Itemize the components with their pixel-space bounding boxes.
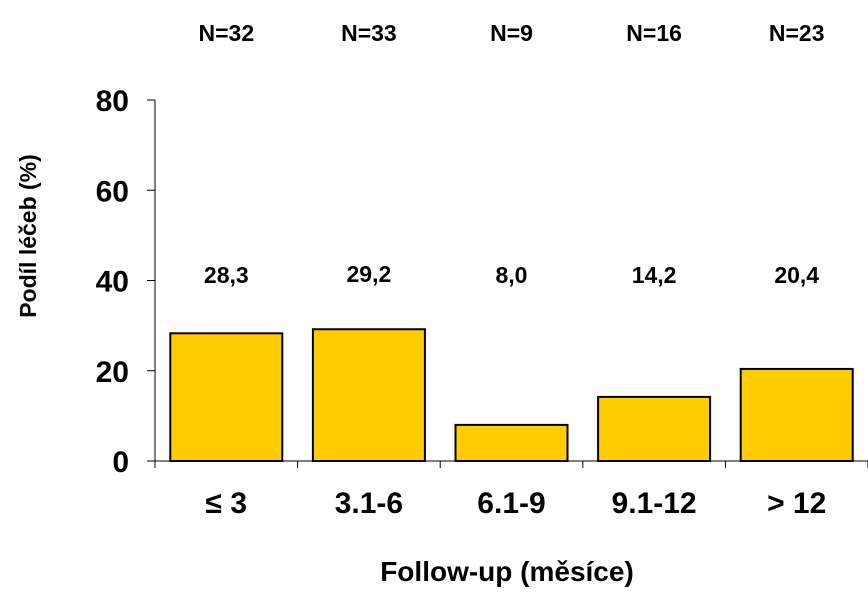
data-label: 20,4 xyxy=(774,262,819,288)
bar xyxy=(311,328,426,462)
sample-size-label: N=32 xyxy=(198,20,254,46)
sample-size-labels: N=32 N=33 N=9 N=16 N=23 xyxy=(198,20,824,46)
y-tick-label: 40 xyxy=(96,266,129,299)
data-label: 8,0 xyxy=(496,262,528,288)
y-tick-label: 0 xyxy=(112,446,129,479)
bar xyxy=(739,367,854,463)
bar xyxy=(597,395,712,462)
x-tick-label: 9.1-12 xyxy=(612,487,697,520)
bar xyxy=(169,332,284,463)
x-tick-label: > 12 xyxy=(767,487,826,520)
y-tick-label: 20 xyxy=(96,356,129,389)
data-label: 14,2 xyxy=(632,262,677,288)
sample-size-label: N=9 xyxy=(490,20,533,46)
x-tick-label: ≤ 3 xyxy=(206,487,247,520)
x-tick-label: 3.1-6 xyxy=(335,487,403,520)
sample-size-label: N=23 xyxy=(769,20,825,46)
y-tick-label: 80 xyxy=(96,85,129,118)
x-axis: ≤ 3 3.1-6 6.1-9 9.1-12 > 12 xyxy=(154,460,868,520)
x-axis-title: Follow-up (měsíce) xyxy=(380,556,634,587)
x-tick-label: 6.1-9 xyxy=(477,487,545,520)
bar xyxy=(454,423,569,462)
y-axis: 0 20 40 60 80 xyxy=(96,85,156,479)
data-label: 28,3 xyxy=(204,262,249,288)
y-axis-title: Podíl léčeb (%) xyxy=(15,154,41,318)
y-tick-label: 60 xyxy=(96,175,129,208)
sample-size-label: N=33 xyxy=(341,20,397,46)
data-label: 29,2 xyxy=(347,261,392,287)
sample-size-label: N=16 xyxy=(626,20,682,46)
bars: 28,3 29,2 8,0 14,2 20,4 xyxy=(169,261,854,463)
